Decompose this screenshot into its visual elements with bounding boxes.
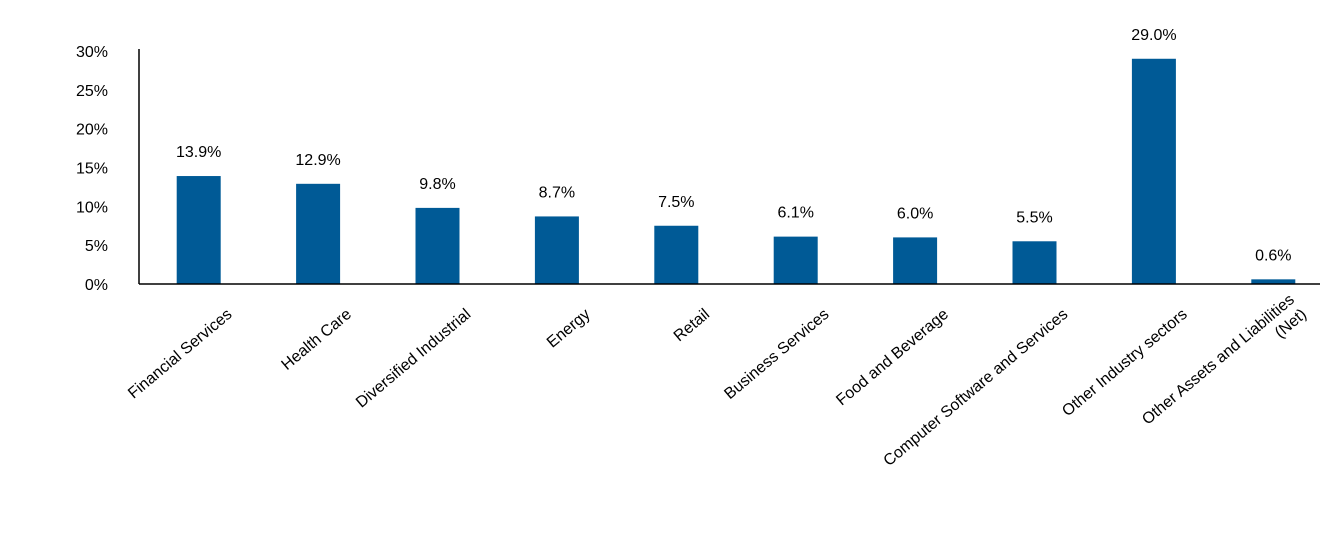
bar <box>1251 279 1296 284</box>
bar <box>1012 241 1057 284</box>
bar <box>534 216 579 284</box>
data-label: 8.7% <box>539 184 575 201</box>
bar <box>654 225 699 284</box>
x-tick-label: Other Assets and Liabilities(Net) <box>1139 291 1310 443</box>
y-tick-label: 10% <box>76 199 108 216</box>
data-labels: 13.9% 12.9% 9.8% 8.7% 7.5% 6.1% 6.0% 5.5% 29.0% 0… <box>176 27 1292 265</box>
data-label: 9.8% <box>419 176 455 193</box>
y-tick-label: 20% <box>76 122 108 139</box>
y-axis-ticks: 0% 5% 10% 15% 20% 25% 30% <box>76 44 108 294</box>
x-tick-label: Financial Services <box>125 306 235 402</box>
x-tick-label: Retail <box>671 306 713 345</box>
bar <box>893 237 938 284</box>
data-label: 6.1% <box>777 205 813 222</box>
x-axis-labels: Financial Services Health CareDiversified… <box>125 291 1310 469</box>
y-tick-label: 15% <box>76 161 108 178</box>
data-label: 13.9% <box>176 144 221 161</box>
x-tick-label: Business Services <box>721 306 832 403</box>
bar <box>415 207 460 284</box>
bar <box>296 183 341 284</box>
data-label: 12.9% <box>295 152 340 169</box>
x-tick-label: Energy <box>544 306 594 352</box>
y-tick-label: 0% <box>85 277 108 294</box>
y-tick-label: 25% <box>76 83 108 100</box>
bars <box>176 58 1296 285</box>
bar <box>176 176 221 284</box>
data-label: 29.0% <box>1131 27 1176 44</box>
x-tick-label: Computer Software and Services <box>881 306 1072 470</box>
bar <box>1131 58 1176 285</box>
y-tick-label: 30% <box>76 44 108 61</box>
x-tick-label: Health Care <box>279 306 355 374</box>
y-tick-label: 5% <box>85 238 108 255</box>
data-label: 0.6% <box>1255 247 1291 264</box>
bar <box>773 236 818 284</box>
data-label: 7.5% <box>658 194 694 211</box>
x-tick-label: Diversified Industrial <box>353 306 474 412</box>
x-tick-label: Food and Beverage <box>833 306 952 409</box>
data-label: 6.0% <box>897 205 933 222</box>
data-label: 5.5% <box>1016 209 1052 226</box>
